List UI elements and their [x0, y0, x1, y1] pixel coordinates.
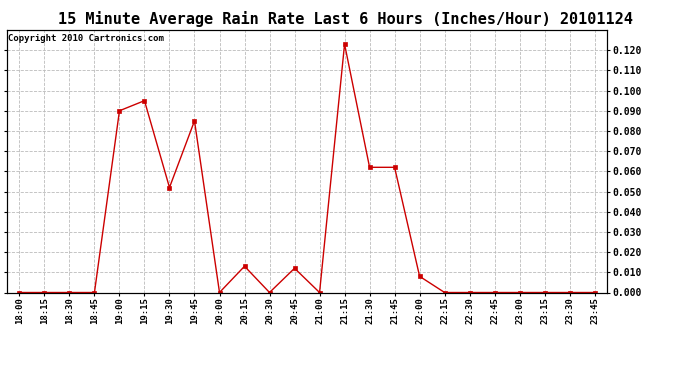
Text: 15 Minute Average Rain Rate Last 6 Hours (Inches/Hour) 20101124: 15 Minute Average Rain Rate Last 6 Hours… [57, 11, 633, 27]
Text: Copyright 2010 Cartronics.com: Copyright 2010 Cartronics.com [8, 34, 164, 43]
